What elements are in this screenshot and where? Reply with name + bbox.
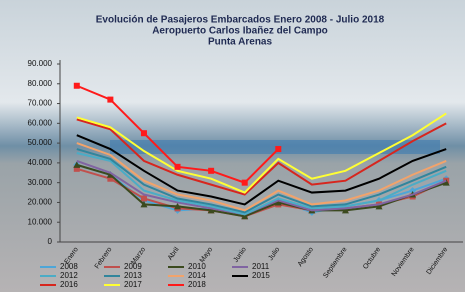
legend-label: 2018 — [188, 280, 206, 289]
marker — [141, 130, 147, 136]
y-tick-label: 20.000 — [28, 198, 53, 207]
legend-label: 2012 — [60, 271, 78, 280]
chart-title: Evolución de Pasajeros Embarcados Enero … — [96, 15, 385, 26]
y-tick-label: 60.000 — [28, 118, 53, 127]
marker — [175, 164, 181, 170]
marker — [141, 195, 147, 201]
chart-title: Aeropuerto Carlos Ibañez del Campo — [152, 26, 328, 37]
legend-label: 2013 — [124, 271, 142, 280]
legend-label: 2009 — [124, 262, 142, 271]
legend-label: 2010 — [188, 262, 206, 271]
marker — [74, 83, 80, 89]
marker — [208, 168, 214, 174]
legend-label: 2016 — [60, 280, 78, 289]
legend-label: 2015 — [252, 271, 270, 280]
marker — [242, 180, 248, 186]
y-tick-label: 50.000 — [28, 138, 53, 147]
y-tick-label: 10.000 — [28, 217, 53, 226]
legend-label: 2014 — [188, 271, 206, 280]
legend-label: 2008 — [60, 262, 78, 271]
chart: Evolución de Pasajeros Embarcados Enero … — [0, 0, 465, 292]
marker — [107, 97, 113, 103]
legend-label: 2011 — [252, 262, 270, 271]
y-tick-label: 30.000 — [28, 178, 53, 187]
marker — [275, 146, 281, 152]
y-tick-label: 90.000 — [28, 59, 53, 68]
y-tick-label: 70.000 — [28, 99, 53, 108]
chart-title: Punta Arenas — [208, 37, 273, 48]
legend-label: 2017 — [124, 280, 142, 289]
y-tick-label: 80.000 — [28, 79, 53, 88]
y-tick-label: 40.000 — [28, 158, 53, 167]
y-tick-label: 0 — [48, 237, 53, 246]
